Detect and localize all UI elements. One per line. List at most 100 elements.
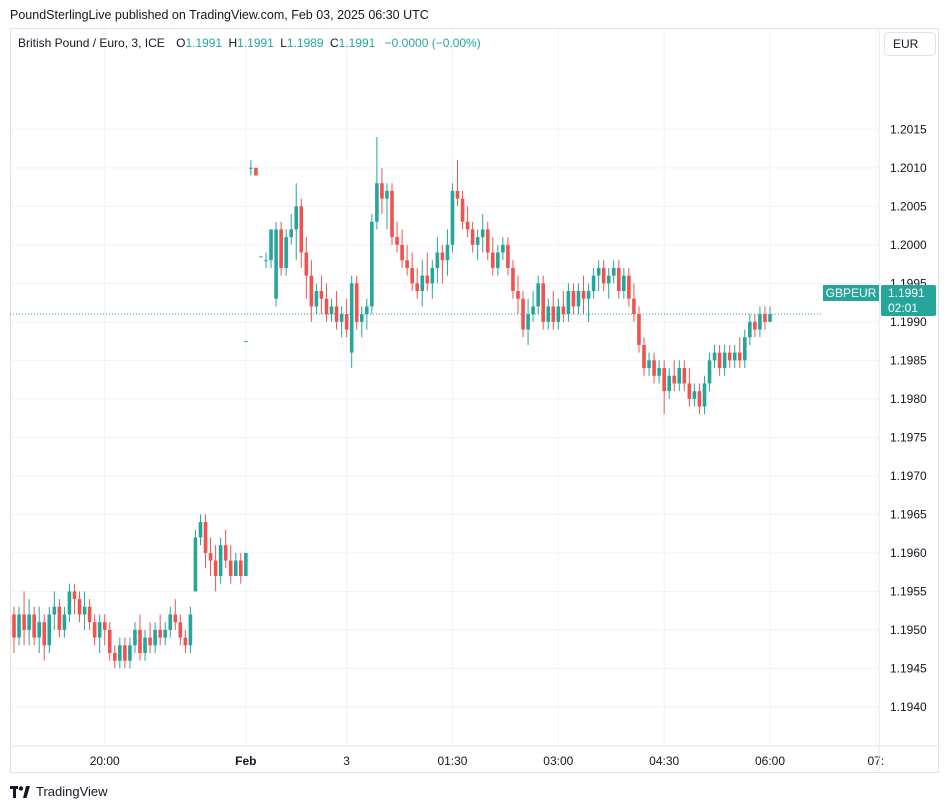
candle-body (556, 306, 561, 322)
candle (67, 583, 72, 623)
candle-body (264, 260, 268, 262)
candle-body (173, 614, 178, 623)
candle (662, 360, 666, 415)
candle (57, 599, 62, 638)
candle-body (667, 375, 671, 392)
candle (143, 629, 147, 661)
candle (158, 614, 162, 646)
candle (264, 252, 268, 268)
candle-body (284, 237, 288, 268)
price-tag-symbol-bg (823, 285, 879, 301)
candle (349, 275, 354, 369)
x-tick-label: 01:30 (437, 754, 467, 768)
candle (47, 606, 52, 653)
candle-body (107, 629, 112, 653)
candle-body (193, 537, 198, 592)
candle-body (208, 552, 213, 561)
candle-body (440, 252, 445, 261)
candle (551, 291, 556, 330)
candle (450, 183, 455, 253)
candle-body (647, 360, 651, 369)
price-tag-countdown: 02:01 (888, 301, 918, 315)
candle (294, 183, 299, 261)
candle-body (128, 645, 132, 661)
candle (92, 614, 97, 646)
candle (485, 221, 490, 261)
candle (496, 244, 500, 276)
candle-body (233, 560, 238, 576)
candle-body (259, 256, 263, 258)
candle-body (385, 190, 389, 199)
candle-body (637, 314, 641, 345)
close-label: C (329, 36, 339, 50)
candle (359, 306, 364, 338)
candle (687, 368, 692, 407)
candle (183, 629, 188, 653)
x-tick-label: 07: (867, 754, 884, 768)
currency-button[interactable]: EUR (884, 32, 936, 56)
candle (491, 237, 495, 276)
candle-body (506, 244, 510, 268)
candle-body (581, 291, 586, 299)
candle-body (304, 252, 309, 276)
candle-body (365, 306, 369, 315)
candle-body (163, 629, 167, 638)
candle-body (37, 622, 41, 638)
candle (218, 537, 223, 584)
candle (697, 383, 702, 415)
price-tag-symbol: GBPEUR (826, 286, 877, 300)
candle (203, 514, 208, 569)
candle-body (62, 614, 67, 630)
candle (163, 622, 167, 646)
price-tag-price: 1.1991 (888, 286, 925, 300)
candle (274, 221, 278, 307)
high-label: H (228, 36, 238, 50)
tradingview-brand[interactable]: TradingView (10, 784, 108, 799)
candle-body (753, 321, 757, 330)
candle (102, 614, 107, 646)
candle-body (727, 352, 732, 361)
candle-body (72, 591, 77, 600)
candle (395, 221, 399, 253)
candles (12, 137, 772, 669)
candle-body (546, 306, 551, 322)
candle (284, 229, 288, 276)
candle-body (435, 252, 440, 268)
y-tick-label: 1.2005 (890, 199, 927, 213)
candle (632, 283, 636, 322)
candle (601, 260, 606, 292)
candle-body (32, 614, 36, 638)
candle (82, 591, 87, 630)
candle-body (314, 291, 319, 307)
candle-body (92, 622, 97, 638)
candle (390, 183, 394, 245)
candle (329, 298, 334, 322)
candle (52, 591, 57, 630)
candle (128, 637, 132, 669)
candle (637, 306, 641, 353)
candle (617, 260, 621, 299)
candle (400, 229, 404, 268)
candle-body (420, 275, 425, 292)
candle (42, 614, 47, 661)
candle (501, 237, 505, 261)
candle-body (254, 167, 258, 176)
candle-body (662, 368, 666, 392)
candle (531, 291, 535, 322)
open-value: 1.1991 (185, 36, 223, 50)
candle-body (702, 383, 707, 407)
candle (314, 283, 319, 315)
candle (511, 260, 515, 299)
candle-body (707, 360, 712, 384)
candle-body (526, 314, 530, 330)
x-tick-label: 04:30 (649, 754, 679, 768)
candle (304, 237, 309, 299)
ohlc-legend: British Pound / Euro, 3, ICE O1.1991 H1.… (18, 36, 481, 50)
candle (763, 306, 767, 330)
candle-body (344, 314, 349, 330)
candle-body (52, 606, 57, 615)
x-tick-label: 03:00 (543, 754, 573, 768)
candle (309, 260, 314, 322)
candle (289, 214, 293, 245)
